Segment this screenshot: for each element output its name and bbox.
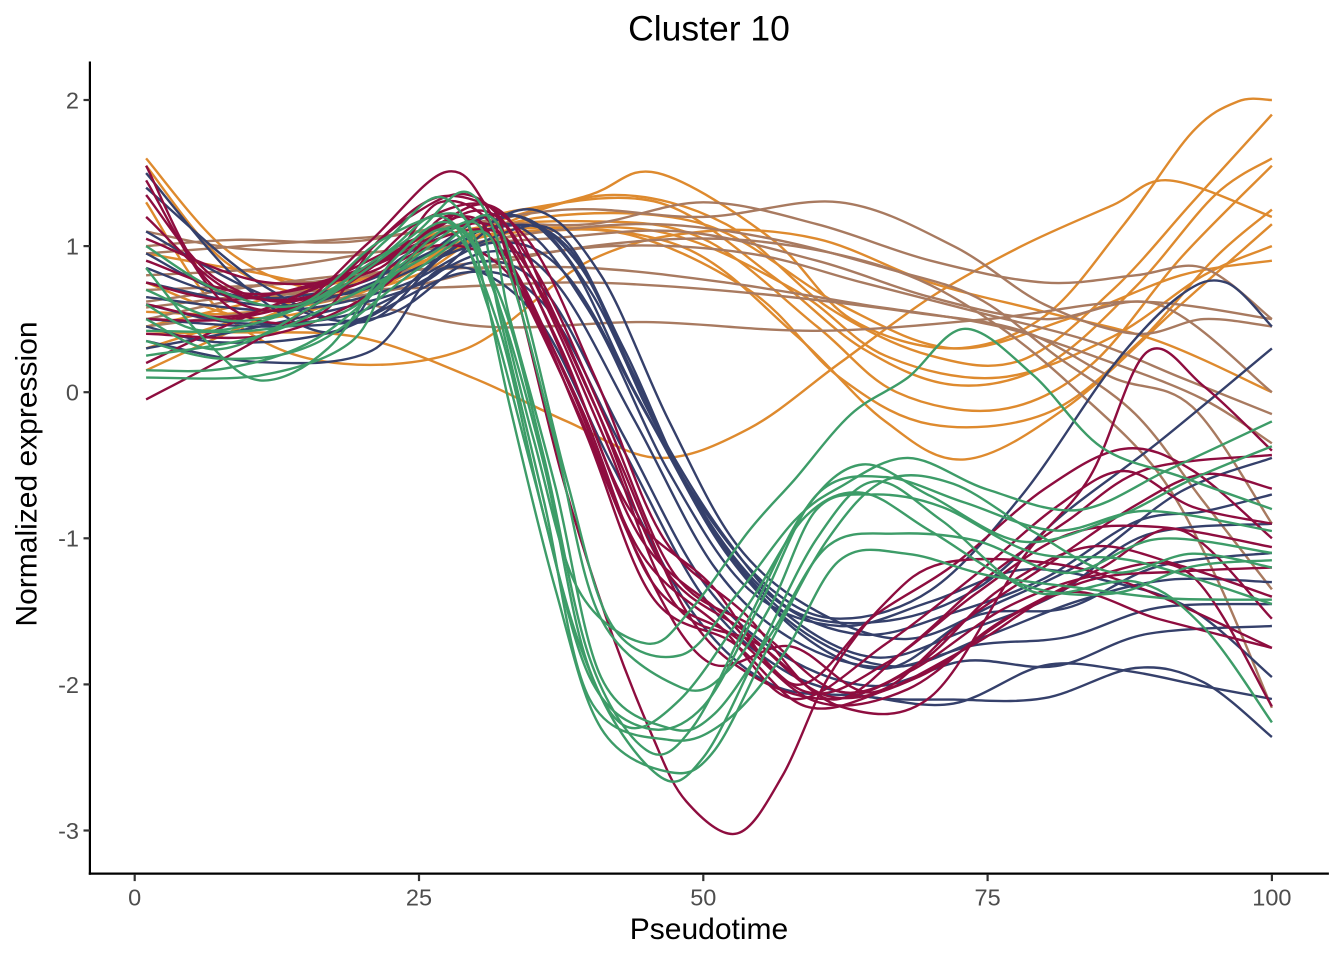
svg-text:0: 0 (128, 885, 141, 911)
svg-text:100: 100 (1252, 885, 1291, 911)
svg-text:50: 50 (690, 885, 716, 911)
svg-text:25: 25 (406, 885, 432, 911)
svg-text:Cluster 10: Cluster 10 (628, 9, 790, 49)
svg-text:Normalized expression: Normalized expression (11, 321, 44, 626)
svg-text:Pseudotime: Pseudotime (630, 913, 788, 946)
svg-text:1: 1 (66, 234, 79, 260)
svg-text:0: 0 (66, 380, 79, 406)
svg-text:-2: -2 (58, 672, 79, 698)
svg-text:75: 75 (975, 885, 1001, 911)
svg-text:-1: -1 (58, 526, 79, 552)
svg-text:2: 2 (66, 87, 79, 113)
svg-text:-3: -3 (58, 818, 79, 844)
